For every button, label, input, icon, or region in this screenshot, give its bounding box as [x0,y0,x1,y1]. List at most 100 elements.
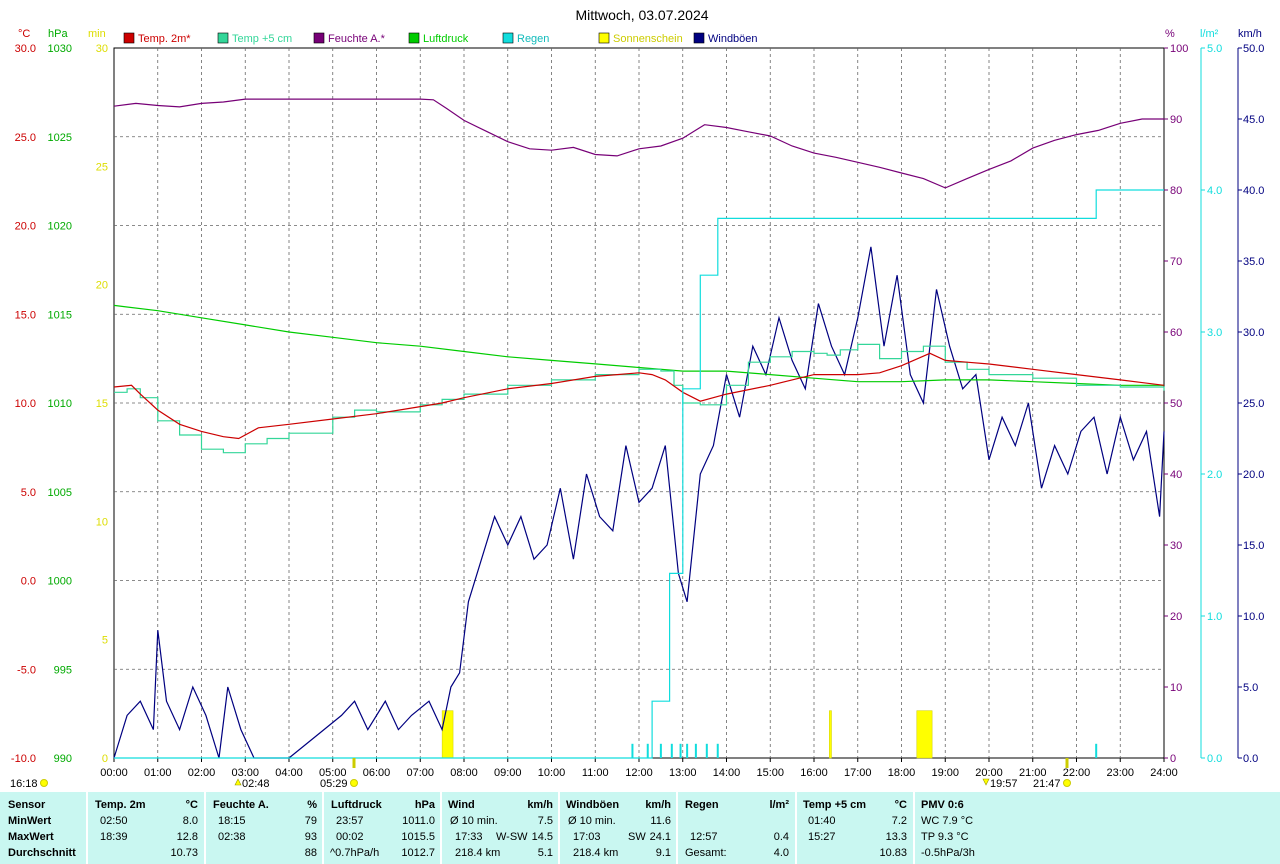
stats-unit-wind: km/h [527,799,553,811]
stats-header-pmv: PMV 0:6 [921,799,964,811]
min-tick-label: 15 [96,398,108,410]
moonset-time: 19:57 [990,778,1018,790]
hour-tick-label: 17:00 [844,767,872,779]
hour-tick-label: 23:00 [1106,767,1134,779]
legend-swatch [123,32,135,44]
stats-separator [558,792,560,864]
astro-markers: 16:18 02:48 05:29 19:57 21:47 [10,758,1071,790]
hpa-tick-label: 1005 [48,487,72,499]
luftdruck-min-time: 23:57 [336,815,364,827]
hpa-tick-label: 1025 [48,132,72,144]
series-line-temp-5-cm [114,343,1165,454]
hour-tick-label: 02:00 [188,767,216,779]
hour-tick-label: 12:00 [625,767,653,779]
series-line-regen [114,189,1164,759]
hour-tick-label: 01:00 [144,767,172,779]
stats-row-min: MinWert [8,815,52,827]
feuchte-avg: 88 [304,847,317,859]
hour-tick-label: 20:00 [975,767,1003,779]
temp-tick-label: 25.0 [15,132,36,144]
min-tick-label: 20 [96,280,108,292]
hpa-tick-label: 1000 [48,576,72,588]
stats-separator [913,792,915,864]
hour-tick-label: 05:00 [319,767,347,779]
rain-tick-label: 4.0 [1207,185,1222,197]
pct-tick-label: 10 [1170,682,1182,694]
hour-tick-label: 16:00 [800,767,828,779]
moon-time: 16:18 [10,778,38,790]
min-tick-label: 30 [96,43,108,55]
sunshine-bar [829,710,832,759]
hour-tick-label: 24:00 [1150,767,1178,779]
hour-tick-label: 06:00 [363,767,391,779]
hpa-tick-label: 995 [54,664,72,676]
luftdruck-avg: 1012.7 [401,847,435,859]
hour-tick-label: 14:00 [713,767,741,779]
pct-tick-label: 50 [1170,398,1182,410]
temp2m-min: 8.0 [182,815,198,827]
stats-header-regen: Regen [685,799,719,811]
legend-label: Feuchte A.* [328,33,386,45]
windboeen-min-label: Ø 10 min. [568,815,616,827]
temp-tick-label: 15.0 [15,309,36,321]
stats-unit-luftdruck: hPa [414,799,435,811]
stats-unit-windboeen: km/h [645,799,671,811]
windboeen-max: 24.1 [649,831,671,843]
hour-tick-label: 08:00 [450,767,478,779]
kmh-axis-unit: km/h [1238,28,1262,40]
stats-header-sensor: Sensor [8,799,46,811]
hour-tick-label: 15:00 [756,767,784,779]
kmh-tick-label: 40.0 [1243,185,1264,197]
temp5-avg: 10.83 [879,847,907,859]
series-line-temp-2m [113,352,1165,440]
hour-tick-label: 03:00 [231,767,259,779]
stats-header-temp2m: Temp. 2m [95,799,146,811]
series-line-windb-en [113,246,1165,759]
hour-tick-label: 10:00 [538,767,566,779]
luftdruck-max-time: 00:02 [336,831,364,843]
rain-bar [716,743,719,758]
wind-min-label: Ø 10 min. [450,815,498,827]
temp-tick-label: -10.0 [11,753,36,765]
chart-grid [113,47,1165,759]
temp2m-avg: 10.73 [170,847,198,859]
stats-row-avg: Durchschnitt [8,847,76,859]
min-axis-unit: min [88,28,106,40]
stats-separator [676,792,678,864]
legend-swatch [502,32,514,44]
windboeen-max-dir: SW [628,831,646,843]
legend-label: Luftdruck [423,33,469,45]
legend-label: Temp. 2m* [138,33,191,45]
stats-row-max: MaxWert [8,831,54,843]
min-tick-label: 25 [96,161,108,173]
min-tick-label: 0 [102,753,108,765]
wind-min: 7.5 [537,815,553,827]
rain-bar [646,743,649,758]
kmh-tick-label: 20.0 [1243,469,1264,481]
hour-tick-label: 13:00 [669,767,697,779]
stats-unit-feuchte: % [307,799,317,811]
stats-header-windboeen: Windböen [566,799,620,811]
moon-icon [40,779,48,787]
legend-label: Temp +5 cm [232,33,292,45]
legend-label: Regen [517,33,549,45]
pct-tick-label: 20 [1170,611,1182,623]
temp-tick-label: 30.0 [15,43,36,55]
legend-label: Sonnenschein [613,33,683,45]
stats-separator [795,792,797,864]
feuchte-min-time: 18:15 [218,815,246,827]
temp-tick-label: 10.0 [15,398,36,410]
kmh-tick-label: 35.0 [1243,256,1264,268]
rain-bar [659,743,662,758]
pct-tick-label: 90 [1170,114,1182,126]
chart-title: Mittwoch, 03.07.2024 [575,7,708,23]
stats-unit-temp2m: °C [185,799,198,811]
pct-tick-label: 40 [1170,469,1182,481]
rain-tick-label: 5.0 [1207,43,1222,55]
stats-separator [440,792,442,864]
pct-axis-unit: % [1165,28,1175,40]
wind-max-dir: W-SW [496,831,528,843]
luftdruck-min: 1011.0 [402,815,435,827]
stats-header-temp5: Temp +5 cm [803,799,867,811]
hour-tick-label: 18:00 [888,767,916,779]
